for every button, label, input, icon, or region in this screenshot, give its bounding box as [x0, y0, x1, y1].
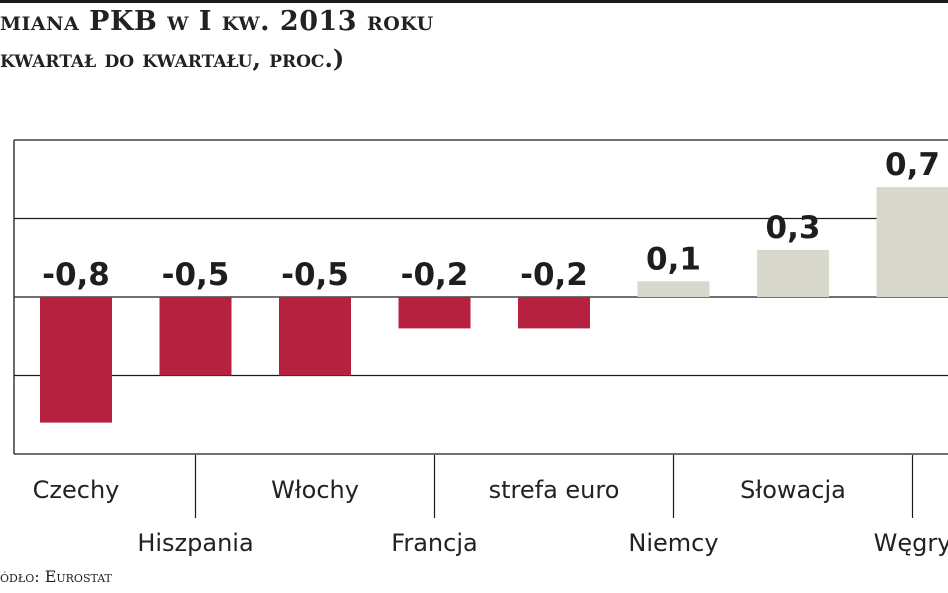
value-label: -0,2	[401, 257, 469, 293]
chart-subtitle: kwartał do kwartału, proc.)	[0, 44, 345, 73]
bar	[876, 187, 948, 297]
source-note: ódło: Eurostat	[0, 567, 112, 586]
bar	[159, 297, 232, 376]
bar	[398, 297, 471, 329]
top-rule	[0, 0, 948, 3]
value-label: 0,7	[885, 147, 940, 183]
category-label: Niemcy	[628, 529, 718, 557]
value-label: -0,2	[520, 257, 588, 293]
bar	[518, 297, 590, 329]
value-label: -0,8	[42, 257, 110, 293]
bar	[757, 249, 829, 297]
value-label: 0,3	[766, 210, 821, 246]
category-label: Włochy	[271, 476, 359, 504]
category-label: Czechy	[33, 476, 120, 504]
bar	[40, 297, 112, 423]
category-label: Hiszpania	[137, 529, 253, 557]
chart-title: miana PKB w I kw. 2013 roku	[0, 6, 434, 37]
value-label: -0,5	[281, 257, 349, 293]
bars	[40, 187, 948, 423]
category-label: Francja	[391, 529, 477, 557]
category-label: strefa euro	[489, 476, 620, 504]
x-axis: Czechy Hiszpania Włochy Francja strefa euro N…	[33, 455, 948, 557]
value-labels: -0,8 -0,5 -0,5 -0,2 -0,2 0,1 0,3 0,7	[42, 147, 940, 293]
category-label: Węgry	[874, 529, 948, 557]
value-label: -0,5	[162, 257, 230, 293]
value-label: 0,1	[646, 241, 701, 277]
category-label: Słowacja	[740, 476, 846, 504]
bar	[279, 297, 351, 376]
bar	[637, 281, 710, 297]
